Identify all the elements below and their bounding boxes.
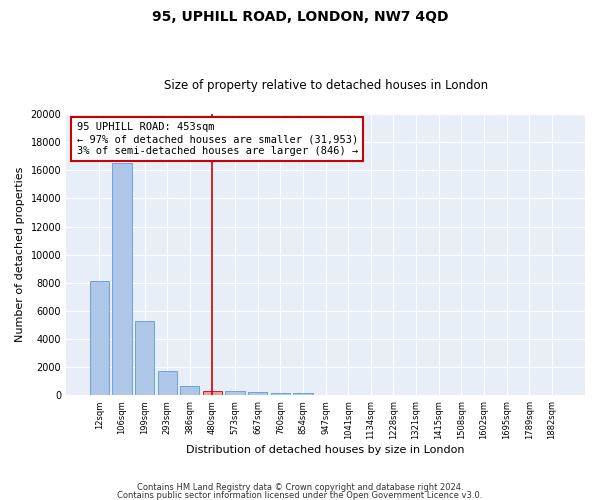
Bar (112, 164, 131, 396)
Bar (248, 392, 268, 396)
Bar (135, 321, 154, 396)
Text: 95, UPHILL ROAD, LONDON, NW7 4QD: 95, UPHILL ROAD, LONDON, NW7 4QD (152, 10, 448, 24)
Bar (180, 386, 199, 396)
Text: Contains public sector information licensed under the Open Government Licence v3: Contains public sector information licen… (118, 490, 482, 500)
Bar (293, 394, 313, 396)
Bar (338, 395, 358, 396)
Bar (226, 391, 245, 396)
Text: 95 UPHILL ROAD: 453sqm
← 97% of detached houses are smaller (31,953)
3% of semi-: 95 UPHILL ROAD: 453sqm ← 97% of detached… (77, 122, 358, 156)
X-axis label: Distribution of detached houses by size in London: Distribution of detached houses by size … (187, 445, 465, 455)
Bar (158, 371, 177, 396)
Y-axis label: Number of detached properties: Number of detached properties (15, 167, 25, 342)
Bar (316, 394, 335, 396)
Bar (90, 282, 109, 396)
Text: Contains HM Land Registry data © Crown copyright and database right 2024.: Contains HM Land Registry data © Crown c… (137, 484, 463, 492)
Bar (203, 390, 222, 396)
Title: Size of property relative to detached houses in London: Size of property relative to detached ho… (164, 79, 488, 92)
Bar (271, 393, 290, 396)
